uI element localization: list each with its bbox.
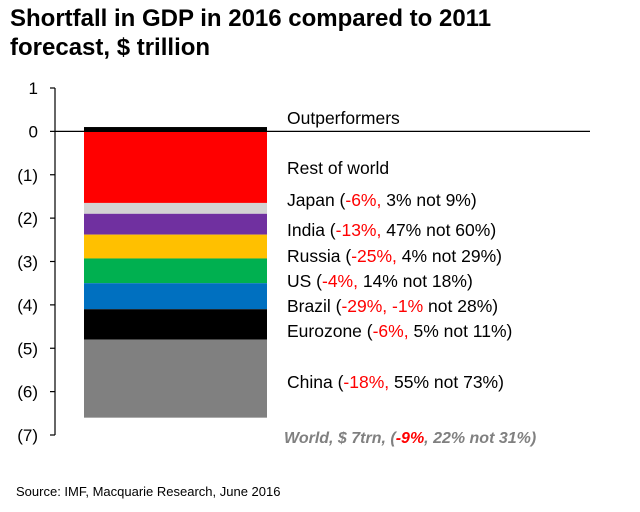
segment-label-brazil-part: Brazil ( bbox=[287, 296, 342, 316]
segment-label-rest-of-world-part: Rest of world bbox=[287, 158, 389, 178]
segment-label-japan-part: -6%, bbox=[345, 190, 381, 210]
segment-label-eurozone: Eurozone (-6%, 5% not 11%) bbox=[287, 321, 512, 341]
bar-segment-china bbox=[84, 339, 267, 418]
y-tick-label: (7) bbox=[17, 426, 38, 445]
y-tick-label: 1 bbox=[29, 79, 38, 98]
segment-label-china-part: 55% not 73%) bbox=[389, 372, 504, 392]
segment-label-outperformers-part: Outperformers bbox=[287, 108, 400, 128]
segment-label-india-part: India ( bbox=[287, 220, 336, 240]
segment-label-eurozone-part: Eurozone ( bbox=[287, 321, 373, 341]
total-label: World, $ 7trn, (-9%, 22% not 31%) bbox=[284, 430, 536, 447]
y-tick-label: (3) bbox=[17, 253, 38, 272]
segment-label-japan-part: Japan ( bbox=[287, 190, 346, 210]
total-label-part: World, $ 7trn, ( bbox=[284, 430, 397, 447]
bar-segment-us bbox=[84, 258, 267, 284]
bar-segment-outperformers bbox=[84, 127, 267, 132]
segment-label-us-part: US ( bbox=[287, 271, 322, 291]
bar-segment-russia bbox=[84, 234, 267, 259]
segment-label-rest-of-world: Rest of world bbox=[287, 158, 389, 178]
segment-label-russia: Russia (-25%, 4% not 29%) bbox=[287, 246, 502, 266]
bar-segment-japan bbox=[84, 202, 267, 214]
y-tick-label: (5) bbox=[17, 339, 38, 358]
source-note: Source: IMF, Macquarie Research, June 20… bbox=[16, 484, 281, 499]
y-tick-label: (1) bbox=[17, 166, 38, 185]
segment-label-russia-part: Russia ( bbox=[287, 246, 351, 266]
segment-label-brazil-part: not 28%) bbox=[423, 296, 498, 316]
segment-label-india-part: -13%, bbox=[336, 220, 382, 240]
bar-segments bbox=[84, 127, 267, 418]
segment-label-china: China (-18%, 55% not 73%) bbox=[287, 372, 504, 392]
bar-segment-rest-of-world bbox=[84, 131, 267, 203]
segment-label-india: India (-13%, 47% not 60%) bbox=[287, 220, 496, 240]
bar-segment-india bbox=[84, 213, 267, 235]
y-tick-label: (4) bbox=[17, 296, 38, 315]
segment-label-russia-part: -25%, bbox=[351, 246, 397, 266]
segment-label-eurozone-part: -6%, bbox=[373, 321, 409, 341]
segment-label-outperformers: Outperformers bbox=[287, 108, 400, 128]
y-tick-label: (2) bbox=[17, 209, 38, 228]
bar-segment-brazil bbox=[84, 283, 267, 310]
segment-label-us: US (-4%, 14% not 18%) bbox=[287, 271, 473, 291]
segment-label-brazil-part: -29%, bbox=[341, 296, 387, 316]
y-tick-label: (6) bbox=[17, 383, 38, 402]
segment-label-japan-part: 3% not 9%) bbox=[381, 190, 476, 210]
segment-label-us-part: -4%, bbox=[322, 271, 358, 291]
segment-label-japan: Japan (-6%, 3% not 9%) bbox=[287, 190, 477, 210]
segment-label-eurozone-part: 5% not 11%) bbox=[409, 321, 513, 341]
total-label-part: , 22% not 31%) bbox=[423, 430, 536, 447]
segment-label-brazil: Brazil (-29%, -1% not 28%) bbox=[287, 296, 498, 316]
segment-label-china-part: -18%, bbox=[343, 372, 389, 392]
segment-label-brazil-part: -1% bbox=[392, 296, 423, 316]
segment-label-india-part: 47% not 60%) bbox=[381, 220, 496, 240]
bar-segment-eurozone bbox=[84, 309, 267, 340]
segment-label-russia-part: 4% not 29%) bbox=[397, 246, 502, 266]
chart-title: Shortfall in GDP in 2016 compared to 201… bbox=[10, 5, 492, 61]
total-label-part: -9% bbox=[396, 430, 424, 447]
segment-label-china-part: China ( bbox=[287, 372, 344, 392]
axes: 1 0 (1) (2) (3) (4) (5) (6) (7) bbox=[17, 79, 590, 445]
y-tick-label: 0 bbox=[29, 122, 38, 141]
segment-label-us-part: 14% not 18%) bbox=[358, 271, 473, 291]
